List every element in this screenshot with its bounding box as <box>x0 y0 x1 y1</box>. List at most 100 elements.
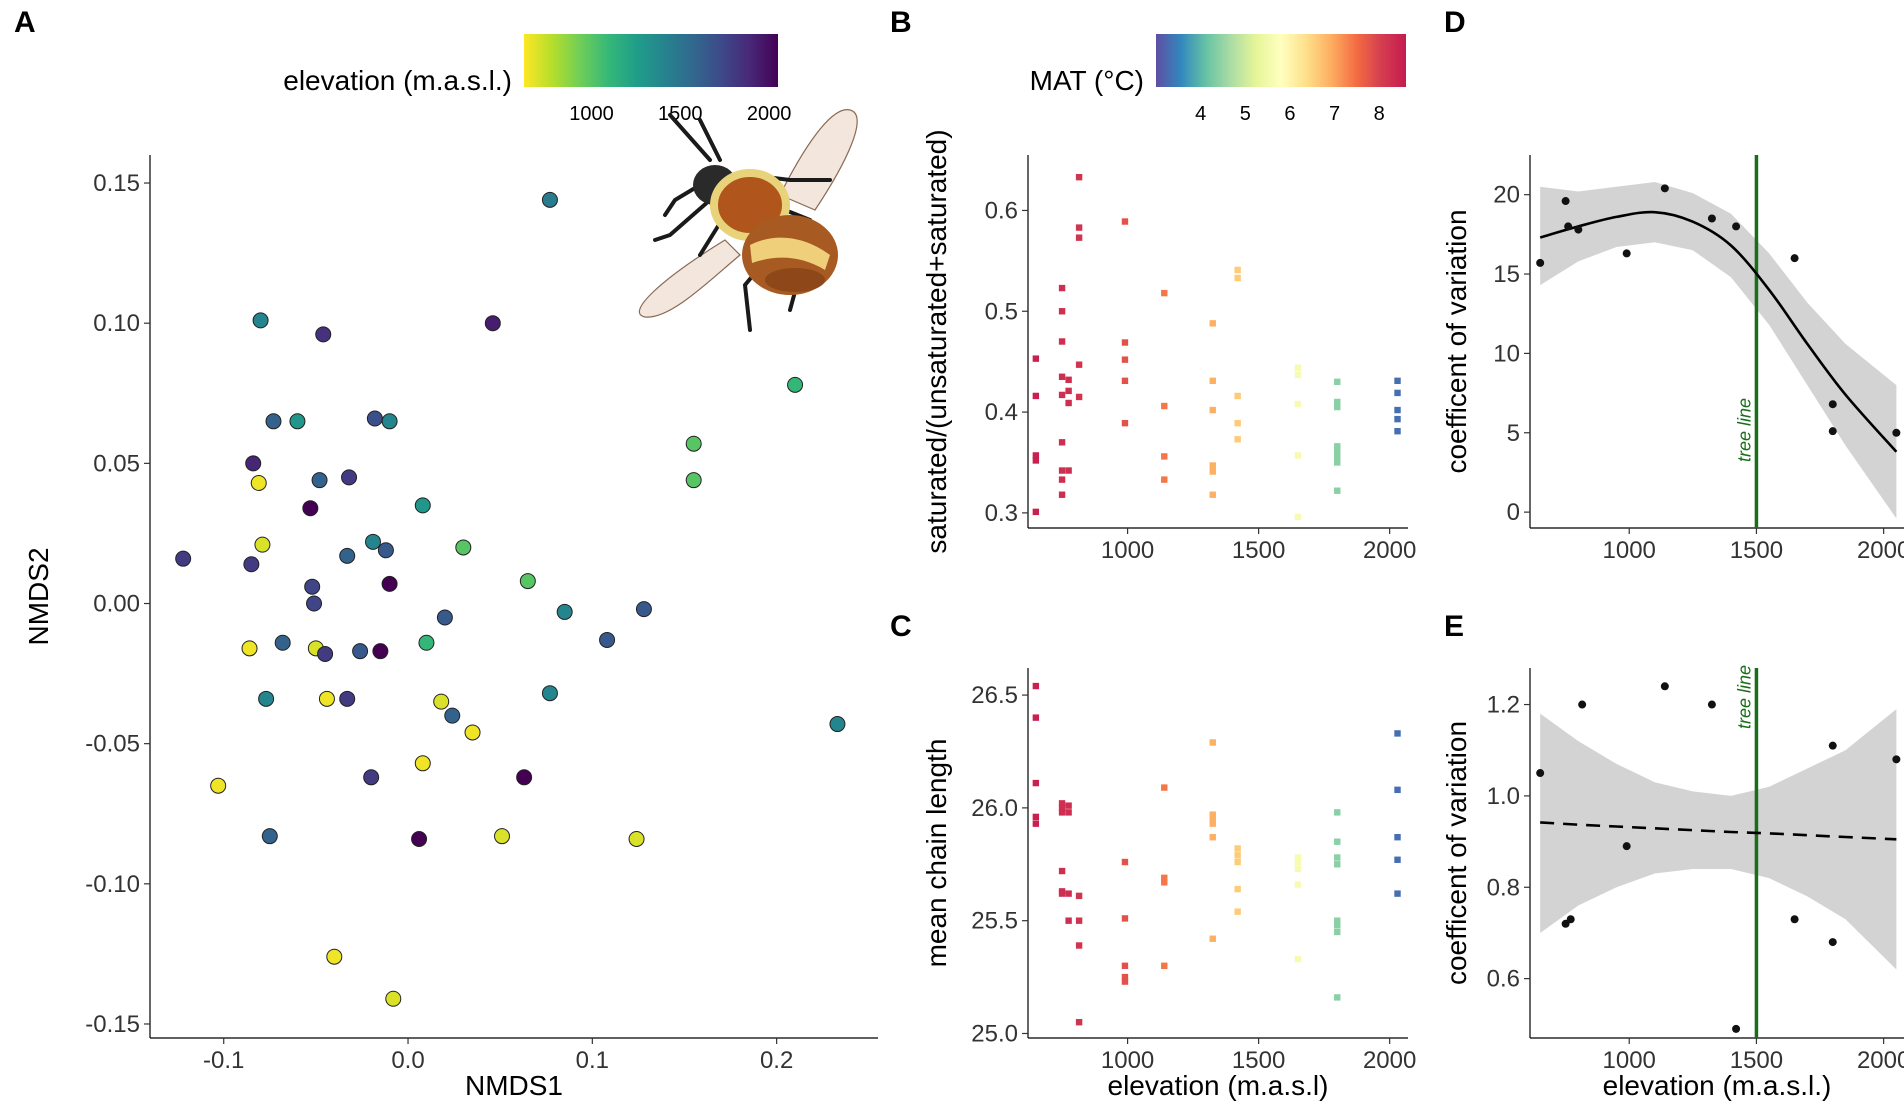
saturation-point <box>1234 266 1241 274</box>
nmds-point <box>484 315 501 332</box>
elevation-legend-tick: 2000 <box>747 103 792 125</box>
cv-point <box>1892 755 1901 764</box>
saturation-ratio-plot: 1000 1500 2000 0.3 0.4 0.5 0.6 saturated/(unsat… <box>921 129 1416 564</box>
saturation-point <box>1234 392 1241 400</box>
mat-legend-ticks: 4 5 6 7 8 <box>1195 103 1385 125</box>
saturation-point <box>1032 457 1040 464</box>
x-tick-label: 1000 <box>1603 1047 1656 1074</box>
saturation-point <box>1075 173 1083 181</box>
chain-length-point <box>1032 813 1040 821</box>
y-tick-label: 0.8 <box>1487 874 1520 901</box>
nmds-point <box>464 724 481 741</box>
chain-length-point <box>1234 858 1241 866</box>
chain-length-point <box>1234 885 1241 893</box>
chain-length-point <box>1334 994 1341 1001</box>
cv-point <box>1828 427 1837 436</box>
x-tick-label: 2000 <box>1363 1047 1416 1074</box>
bee-abdomen-shade <box>765 268 825 292</box>
x-tick-label: 2000 <box>1857 1047 1904 1074</box>
chain-length-point <box>1032 682 1040 690</box>
saturation-point <box>1334 448 1341 455</box>
nmds-point <box>381 413 398 430</box>
cv-point <box>1536 258 1545 267</box>
y-tick-label: 10 <box>1493 340 1520 367</box>
chain-length-point <box>1161 879 1168 886</box>
saturation-point <box>1209 462 1216 469</box>
x-tick-label: 0.1 <box>576 1047 609 1074</box>
chain-length-point <box>1121 973 1129 981</box>
y-tick-label: 0 <box>1507 499 1520 526</box>
saturation-point <box>1065 376 1072 384</box>
y-tick-label: -0.15 <box>85 1011 140 1038</box>
x-axis-title: elevation (m.a.s.l) <box>1108 1070 1329 1101</box>
x-tick-label: 1500 <box>1730 537 1783 564</box>
saturation-point <box>1058 476 1066 483</box>
saturation-point <box>1334 487 1341 494</box>
saturation-point <box>1032 355 1040 362</box>
chain-length-point <box>1032 714 1040 721</box>
y-axis-title: saturated/(unsaturated+saturated) <box>921 129 952 553</box>
saturation-point <box>1294 371 1302 378</box>
chain-length-point <box>1209 820 1216 827</box>
chain-length-point <box>1161 874 1168 882</box>
saturation-point <box>1058 467 1066 474</box>
nmds-point <box>274 634 291 651</box>
saturation-point <box>1334 443 1341 450</box>
nmds-point <box>381 575 398 592</box>
x-tick-label: 0.2 <box>760 1047 793 1074</box>
chain-length-point <box>1234 908 1241 915</box>
saturation-point <box>1234 436 1241 443</box>
elevation-legend-tick: 1000 <box>569 103 614 125</box>
y-tick-label: 0.6 <box>1487 966 1520 993</box>
saturation-point <box>1394 389 1401 397</box>
panel-e-label: E <box>1444 610 1464 643</box>
chain-length-point <box>1294 955 1302 963</box>
chain-length-point <box>1121 915 1129 922</box>
nmds-point <box>261 828 278 845</box>
chain-length-plot: 1000 1500 2000 25.0 25.5 26.0 26.5 mean chain l… <box>921 668 1416 1101</box>
saturation-point <box>1058 284 1066 292</box>
nmds-point <box>210 777 227 794</box>
y-tick-label: 5 <box>1507 420 1520 447</box>
saturation-point <box>1209 468 1216 475</box>
chain-length-point <box>1065 917 1072 924</box>
cv-point <box>1660 682 1669 691</box>
saturation-point <box>1075 234 1083 241</box>
saturation-point <box>1058 491 1066 498</box>
nmds-point <box>436 609 453 626</box>
nmds-point <box>494 828 511 845</box>
elevation-legend: elevation (m.a.s.l.) 1000 1500 2000 <box>283 34 791 125</box>
cv-ratio-plot: 1000 1500 2000 0 5 10 15 20 coefficent of variat… <box>1441 155 1904 564</box>
cv-chain-length-plot: 1000 1500 2000 0.6 0.8 1.0 1.2 coefficent of va… <box>1441 665 1904 1101</box>
chain-length-point <box>1394 890 1401 897</box>
y-tick-label: 20 <box>1493 182 1520 209</box>
nmds-point <box>411 830 428 847</box>
chain-length-point <box>1075 1019 1083 1026</box>
chain-length-point <box>1209 811 1216 818</box>
fit-line <box>1540 821 1897 841</box>
cv-point <box>1892 428 1901 437</box>
saturation-point <box>1032 508 1040 516</box>
y-tick-label: 1.0 <box>1487 783 1520 810</box>
nmds-point <box>829 716 846 733</box>
mat-legend-tick: 8 <box>1374 103 1385 125</box>
chain-length-point <box>1058 809 1066 816</box>
saturation-point <box>1075 361 1083 368</box>
nmds-point <box>628 830 645 847</box>
nmds-point <box>556 603 573 620</box>
chain-length-point <box>1334 928 1341 936</box>
chain-length-point <box>1234 852 1241 859</box>
chain-length-point <box>1032 820 1040 827</box>
cv-point <box>1574 225 1583 234</box>
saturation-point <box>1121 356 1129 363</box>
nmds-point <box>289 413 306 430</box>
saturation-point <box>1058 373 1066 380</box>
nmds-point <box>787 376 804 393</box>
nmds-point <box>599 631 616 648</box>
chain-length-point <box>1058 800 1066 807</box>
saturation-point <box>1121 218 1129 225</box>
cv-point <box>1566 915 1575 924</box>
chain-length-point <box>1075 892 1083 900</box>
x-tick-label: 1000 <box>1101 537 1154 564</box>
